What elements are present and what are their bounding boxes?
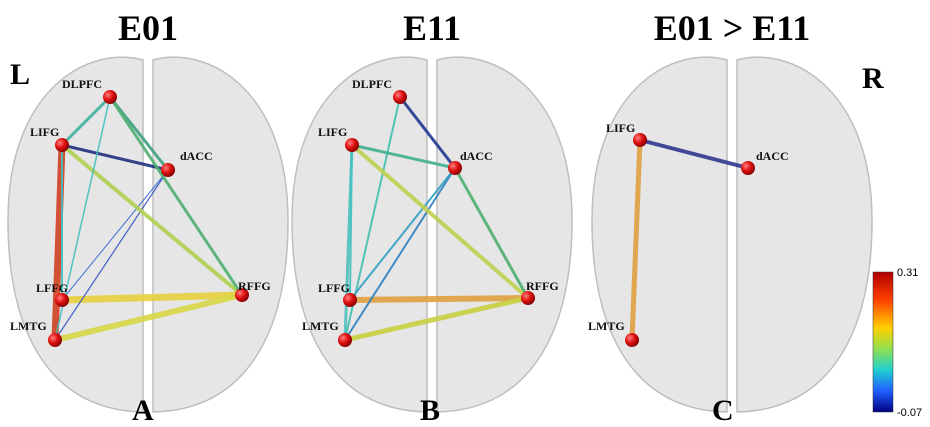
node bbox=[55, 138, 69, 152]
node bbox=[103, 90, 117, 104]
node bbox=[633, 133, 647, 147]
node-label: LFFG bbox=[36, 281, 68, 295]
node-label: DLPFC bbox=[62, 77, 102, 91]
node bbox=[161, 163, 175, 177]
node-label: LFFG bbox=[318, 281, 350, 295]
brain-hemisphere bbox=[8, 57, 143, 412]
node bbox=[521, 291, 535, 305]
node bbox=[345, 138, 359, 152]
colorbar-min: -0.07 bbox=[897, 407, 922, 419]
node-label: DLPFC bbox=[352, 77, 392, 91]
brain-hemisphere bbox=[737, 57, 872, 412]
node bbox=[393, 90, 407, 104]
node-label: LIFG bbox=[606, 121, 635, 135]
brains bbox=[8, 57, 872, 412]
panel-title: E01 > E11 bbox=[654, 8, 811, 48]
connection bbox=[350, 298, 528, 300]
node bbox=[741, 161, 755, 175]
panel-title: E01 bbox=[118, 8, 178, 48]
node-label: RFFG bbox=[238, 279, 271, 293]
node-label: dACC bbox=[460, 149, 493, 163]
node-label: LIFG bbox=[30, 125, 59, 139]
node-label: LIFG bbox=[318, 125, 347, 139]
figure: DLPFC LIFG dACC LFFG LMTG RFFG DLPFC LIFG dACC LF… bbox=[0, 0, 930, 427]
node bbox=[343, 293, 357, 307]
colorbar-max: 0.31 bbox=[897, 267, 918, 279]
brain-hemisphere bbox=[153, 57, 288, 412]
panel-letter: B bbox=[420, 394, 440, 427]
panel-letter: C bbox=[712, 394, 734, 427]
node-label: LMTG bbox=[302, 319, 339, 333]
panel-title: E11 bbox=[403, 8, 461, 48]
node bbox=[55, 293, 69, 307]
node-label: LMTG bbox=[588, 319, 625, 333]
node-label: dACC bbox=[756, 149, 789, 163]
panel-letter: A bbox=[132, 394, 154, 427]
brain-hemisphere bbox=[592, 57, 727, 412]
node bbox=[48, 333, 62, 347]
node bbox=[448, 161, 462, 175]
node-label: RFFG bbox=[526, 279, 559, 293]
node-label: LMTG bbox=[10, 319, 47, 333]
node bbox=[625, 333, 639, 347]
node bbox=[338, 333, 352, 347]
brain-hemisphere bbox=[292, 57, 427, 412]
colorbar bbox=[873, 272, 893, 412]
node-label: dACC bbox=[180, 149, 213, 163]
left-label: L bbox=[10, 58, 30, 91]
right-label: R bbox=[862, 62, 884, 95]
